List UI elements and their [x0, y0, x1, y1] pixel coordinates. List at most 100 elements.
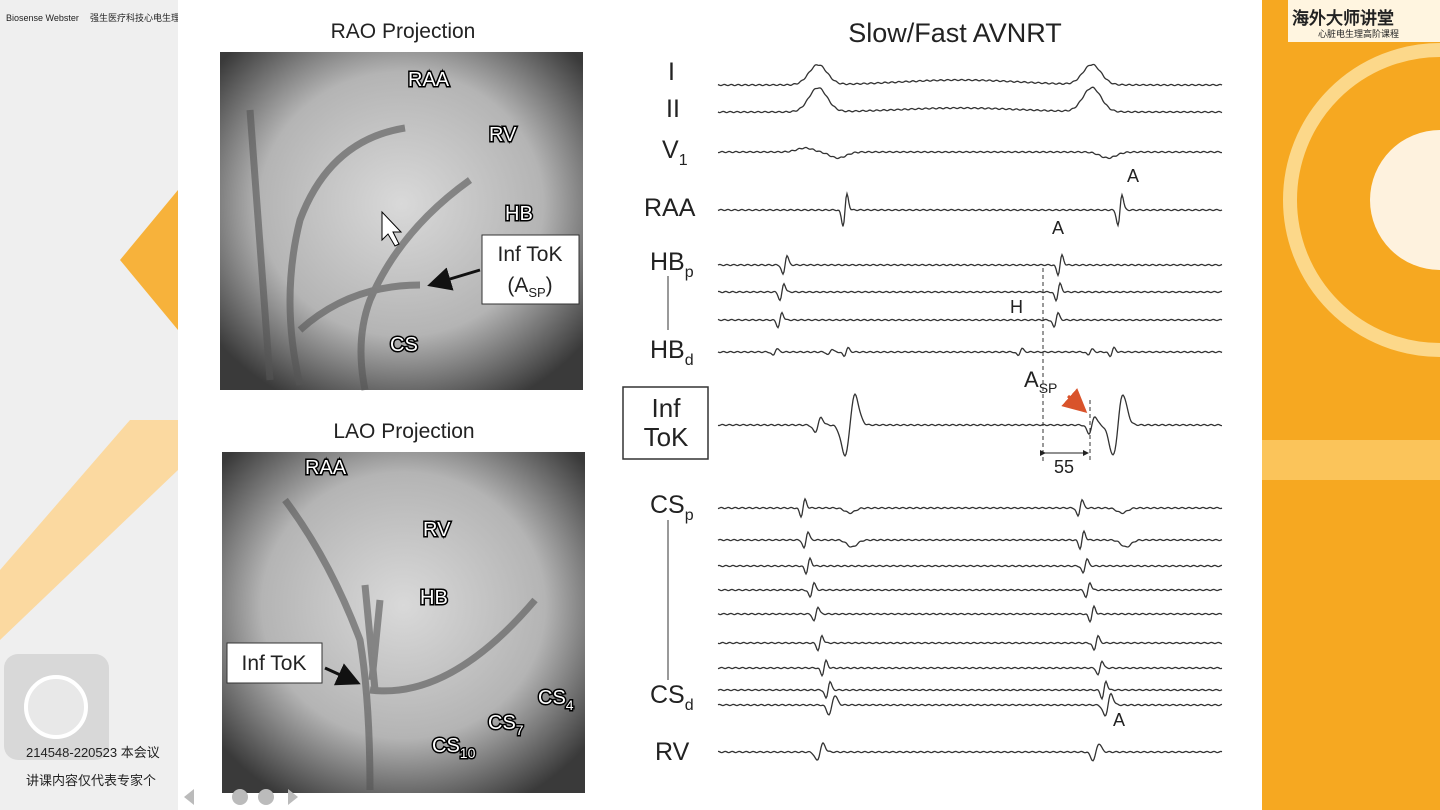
trace: [717, 252, 1223, 278]
annotation: A: [1127, 166, 1139, 186]
tracing-title: Slow/Fast AVNRT: [848, 18, 1062, 48]
inf-tok-box: [622, 386, 709, 460]
trace: [717, 529, 1223, 551]
decor: [1370, 130, 1440, 270]
annotation: ASP: [1024, 367, 1057, 396]
lead-sub: p: [685, 264, 694, 281]
notice: 讲课内容仅代表专家个: [26, 773, 156, 788]
lead-label: I: [668, 58, 675, 86]
logo: Biosense Webster: [6, 13, 79, 23]
next-button[interactable]: [288, 789, 298, 805]
annotation: 55: [1054, 457, 1074, 477]
lead-label: CSd: [650, 681, 694, 714]
annotation: A: [1113, 710, 1125, 730]
trace: [717, 281, 1223, 303]
label: CS10: [432, 735, 476, 761]
label: CS7: [488, 712, 524, 738]
lead-label: HBd: [650, 336, 694, 369]
lead-label: RV: [655, 738, 690, 766]
lead-label: CSp: [650, 491, 694, 524]
trace: [717, 86, 1223, 114]
panel-title: RAO Projection: [331, 20, 476, 43]
lead-sub: d: [685, 352, 694, 369]
trace: [717, 692, 1223, 717]
trace: [717, 392, 1223, 458]
trace: [717, 658, 1223, 678]
traces: [717, 63, 1223, 762]
arrow: [324, 663, 361, 686]
fluoro-image: [220, 52, 583, 390]
lead-name: II: [666, 95, 680, 123]
callout: [481, 234, 580, 305]
camera-icon: [24, 675, 88, 739]
lead-label: ToK: [644, 422, 689, 452]
callout-text: (ASP): [507, 274, 552, 300]
callout: [226, 642, 323, 684]
banner: [1288, 0, 1440, 42]
label: HB: [505, 203, 533, 225]
lead-name: RAA: [644, 194, 696, 222]
decor: [120, 190, 178, 330]
trace: [717, 581, 1223, 599]
trace: [717, 191, 1223, 228]
tool-button[interactable]: [258, 789, 274, 805]
trace: [717, 604, 1223, 624]
lead-name: RV: [655, 738, 690, 766]
trace: [717, 497, 1223, 519]
label: CS: [390, 334, 418, 356]
label: HB: [420, 587, 448, 609]
lead-name: CS: [650, 491, 685, 519]
label: RV: [423, 519, 451, 541]
trace: [717, 634, 1223, 652]
fluoro-image: [222, 452, 585, 793]
trace: [717, 679, 1223, 701]
notice: 214548-220523 本会议: [26, 745, 160, 760]
lead-name: HB: [650, 336, 685, 364]
toolbar: [184, 789, 298, 805]
logo: 强生医疗科技心电生理: [90, 12, 180, 23]
lead-label: V1: [662, 136, 688, 169]
callout-text: Inf ToK: [242, 652, 307, 675]
measure-lines: [1042, 268, 1091, 462]
decor: [1283, 43, 1440, 357]
catheters: [246, 109, 473, 391]
lead-name: I: [668, 58, 675, 86]
cursor: [381, 210, 403, 247]
catheters: [282, 497, 538, 791]
lead-label: II: [666, 95, 680, 123]
lead-sub: 1: [679, 152, 688, 169]
tool-button[interactable]: [232, 789, 248, 805]
label: CS4: [538, 687, 574, 713]
trace: [717, 63, 1223, 87]
trace: [717, 741, 1223, 762]
lead-sub: d: [685, 697, 694, 714]
lead-name: V: [662, 136, 679, 164]
annotation: A: [1052, 218, 1064, 238]
banner-title: 海外大师讲堂: [1292, 8, 1394, 28]
arrow: [427, 267, 481, 291]
decor: [0, 420, 178, 640]
lead-label: Inf: [652, 393, 682, 423]
annotation: H: [1010, 297, 1023, 317]
lead-label: HBp: [650, 248, 694, 281]
decor: [1262, 440, 1440, 480]
label: RAA: [305, 457, 347, 479]
lead-name: CS: [650, 681, 685, 709]
asp-arrow: [1061, 388, 1088, 413]
lead-sub: p: [685, 507, 694, 524]
label: RV: [489, 124, 517, 146]
trace: [717, 346, 1223, 358]
prev-button[interactable]: [184, 789, 194, 805]
callout-text: Inf ToK: [498, 243, 563, 266]
trace: [717, 556, 1223, 576]
banner-subtitle: 心脏电生理高阶课程: [1318, 28, 1399, 39]
label: RAA: [408, 69, 450, 91]
trace: [717, 311, 1223, 329]
trace: [717, 146, 1223, 160]
lead-label: RAA: [644, 194, 696, 222]
right-panel: [1262, 0, 1440, 810]
panel-title: LAO Projection: [333, 420, 474, 443]
lead-name: HB: [650, 248, 685, 276]
